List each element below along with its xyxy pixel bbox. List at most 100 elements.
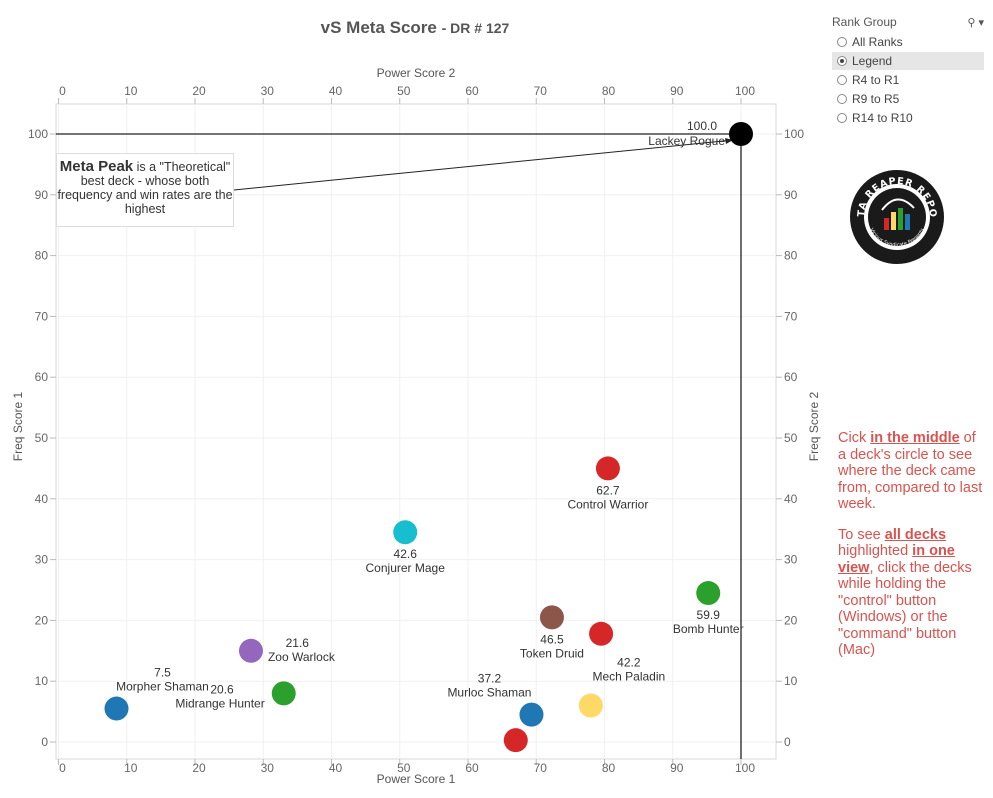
deck-point [519, 702, 544, 727]
deck-score-label: 21.6 [286, 636, 310, 650]
y-tick-label: 50 [35, 431, 49, 445]
y-tick-label: 0 [41, 735, 48, 749]
y2-tick-label: 0 [784, 735, 791, 749]
deck-point [578, 693, 603, 718]
peak-name-label: Lackey Rogue [648, 134, 725, 148]
meta-peak-annotation: Meta Peak is a "Theoretical" best deck -… [56, 153, 234, 227]
deck-name-label: Murloc Shaman [447, 686, 531, 700]
deck-point [503, 728, 528, 753]
chart-title: vS Meta Score - DR # 127 [0, 18, 830, 38]
deck-point [271, 681, 296, 706]
meta-peak-description: is a "Theoretical" best deck - whose bot… [57, 160, 233, 216]
y2-tick-label: 90 [784, 188, 798, 202]
x-tick-label: 60 [465, 761, 479, 775]
x2-tick-label: 80 [602, 84, 616, 98]
deck-score-label: 42.2 [617, 656, 641, 670]
x-tick-label: 30 [261, 761, 275, 775]
x-tick-label: 80 [602, 761, 616, 775]
x2-axis-title: Power Score 2 [377, 66, 456, 80]
y2-tick-label: 100 [784, 127, 804, 141]
deck-score-label: 46.5 [540, 632, 564, 646]
deck-score-label: 62.7 [596, 483, 620, 497]
filter-option-label: All Ranks [852, 35, 903, 49]
y-tick-label: 60 [35, 370, 49, 384]
deck-score-label: 20.6 [210, 682, 234, 696]
instruction-paragraph-1: Cick in the middle of a deck's circle to… [838, 430, 983, 512]
deck-point [696, 581, 721, 606]
y-tick-label: 70 [35, 309, 49, 323]
y2-tick-label: 20 [784, 613, 798, 627]
radio-icon[interactable] [837, 94, 847, 104]
y-tick-label: 90 [35, 188, 49, 202]
deck-point [539, 605, 564, 630]
radio-icon[interactable] [837, 113, 847, 123]
deck-point [393, 520, 418, 545]
y2-tick-label: 10 [784, 674, 798, 688]
x2-tick-label: 100 [735, 84, 755, 98]
radio-icon[interactable] [837, 75, 847, 85]
x2-tick-label: 0 [59, 84, 66, 98]
x-tick-label: 40 [329, 761, 343, 775]
radio-selected-icon[interactable] [837, 56, 847, 66]
deck-name-label: Token Druid [520, 646, 584, 660]
instructions-note: Cick in the middle of a deck's circle to… [838, 430, 986, 673]
y2-axis-title: Freq Score 2 [807, 391, 821, 461]
chart-title-sub: - DR # 127 [441, 20, 510, 36]
y-tick-label: 80 [35, 249, 49, 263]
deck-name-label: Control Warrior [567, 497, 648, 511]
x-tick-label: 0 [59, 761, 66, 775]
x2-tick-label: 50 [397, 84, 411, 98]
y2-tick-label: 30 [784, 553, 798, 567]
data-reaper-logo: DATA REAPER REPORT Vicious Syndicate Pre… [848, 168, 944, 264]
filter-option-r4-r1[interactable]: R4 to R1 [832, 71, 984, 89]
deck-point [104, 696, 129, 721]
filter-option-label: R14 to R10 [852, 111, 913, 125]
peak-annotation-pointer [233, 139, 734, 191]
x-tick-label: 90 [670, 761, 684, 775]
filter-option-all-ranks[interactable]: All Ranks [832, 33, 984, 51]
x2-tick-label: 90 [670, 84, 684, 98]
deck-name-label: Bomb Hunter [673, 622, 744, 636]
deck-score-label: 7.5 [154, 666, 171, 680]
deck-name-label: Conjurer Mage [366, 561, 446, 575]
x2-tick-label: 70 [534, 84, 548, 98]
filter-option-label: Legend [852, 54, 893, 68]
x2-tick-label: 60 [465, 84, 479, 98]
deck-name-label: Zoo Warlock [268, 650, 336, 664]
deck-name-label: Mech Paladin [592, 670, 665, 684]
filter-option-r9-r5[interactable]: R9 to R5 [832, 90, 984, 108]
x2-tick-label: 40 [329, 84, 343, 98]
filter-option-r14-r10[interactable]: R14 to R10 [832, 109, 984, 127]
x-tick-label: 10 [124, 761, 138, 775]
filter-search-menu-icon[interactable]: ⚲ ▾ [967, 16, 984, 29]
x-tick-label: 70 [534, 761, 548, 775]
filter-option-legend[interactable]: Legend [832, 52, 984, 70]
meta-peak-title: Meta Peak [59, 158, 134, 175]
y-tick-label: 40 [35, 492, 49, 506]
filter-option-label: R9 to R5 [852, 92, 900, 106]
x-tick-label: 20 [192, 761, 206, 775]
filter-title: Rank Group [832, 15, 897, 29]
filter-header: Rank Group ⚲ ▾ [832, 12, 984, 32]
deck-name-label: Midrange Hunter [175, 696, 264, 710]
deck-name-label: Morpher Shaman [116, 680, 209, 694]
y-tick-label: 20 [35, 613, 49, 627]
x-axis-title: Power Score 1 [377, 772, 456, 786]
deck-score-label: 37.2 [478, 672, 502, 686]
y-tick-label: 100 [28, 127, 48, 141]
filter-option-label: R4 to R1 [852, 73, 900, 87]
y2-tick-label: 40 [784, 492, 798, 506]
x-tick-label: 50 [397, 761, 411, 775]
deck-point [238, 638, 263, 663]
y2-tick-label: 60 [784, 370, 798, 384]
y2-tick-label: 70 [784, 309, 798, 323]
deck-point [589, 621, 614, 646]
x-tick-label: 100 [735, 761, 755, 775]
rank-group-filter: Rank Group ⚲ ▾ All Ranks Legend R4 to R1… [832, 12, 984, 127]
x2-tick-label: 30 [261, 84, 275, 98]
radio-icon[interactable] [837, 37, 847, 47]
plot-frame [55, 103, 777, 760]
peak-score-label: 100.0 [687, 119, 717, 133]
deck-score-label: 42.6 [394, 547, 418, 561]
